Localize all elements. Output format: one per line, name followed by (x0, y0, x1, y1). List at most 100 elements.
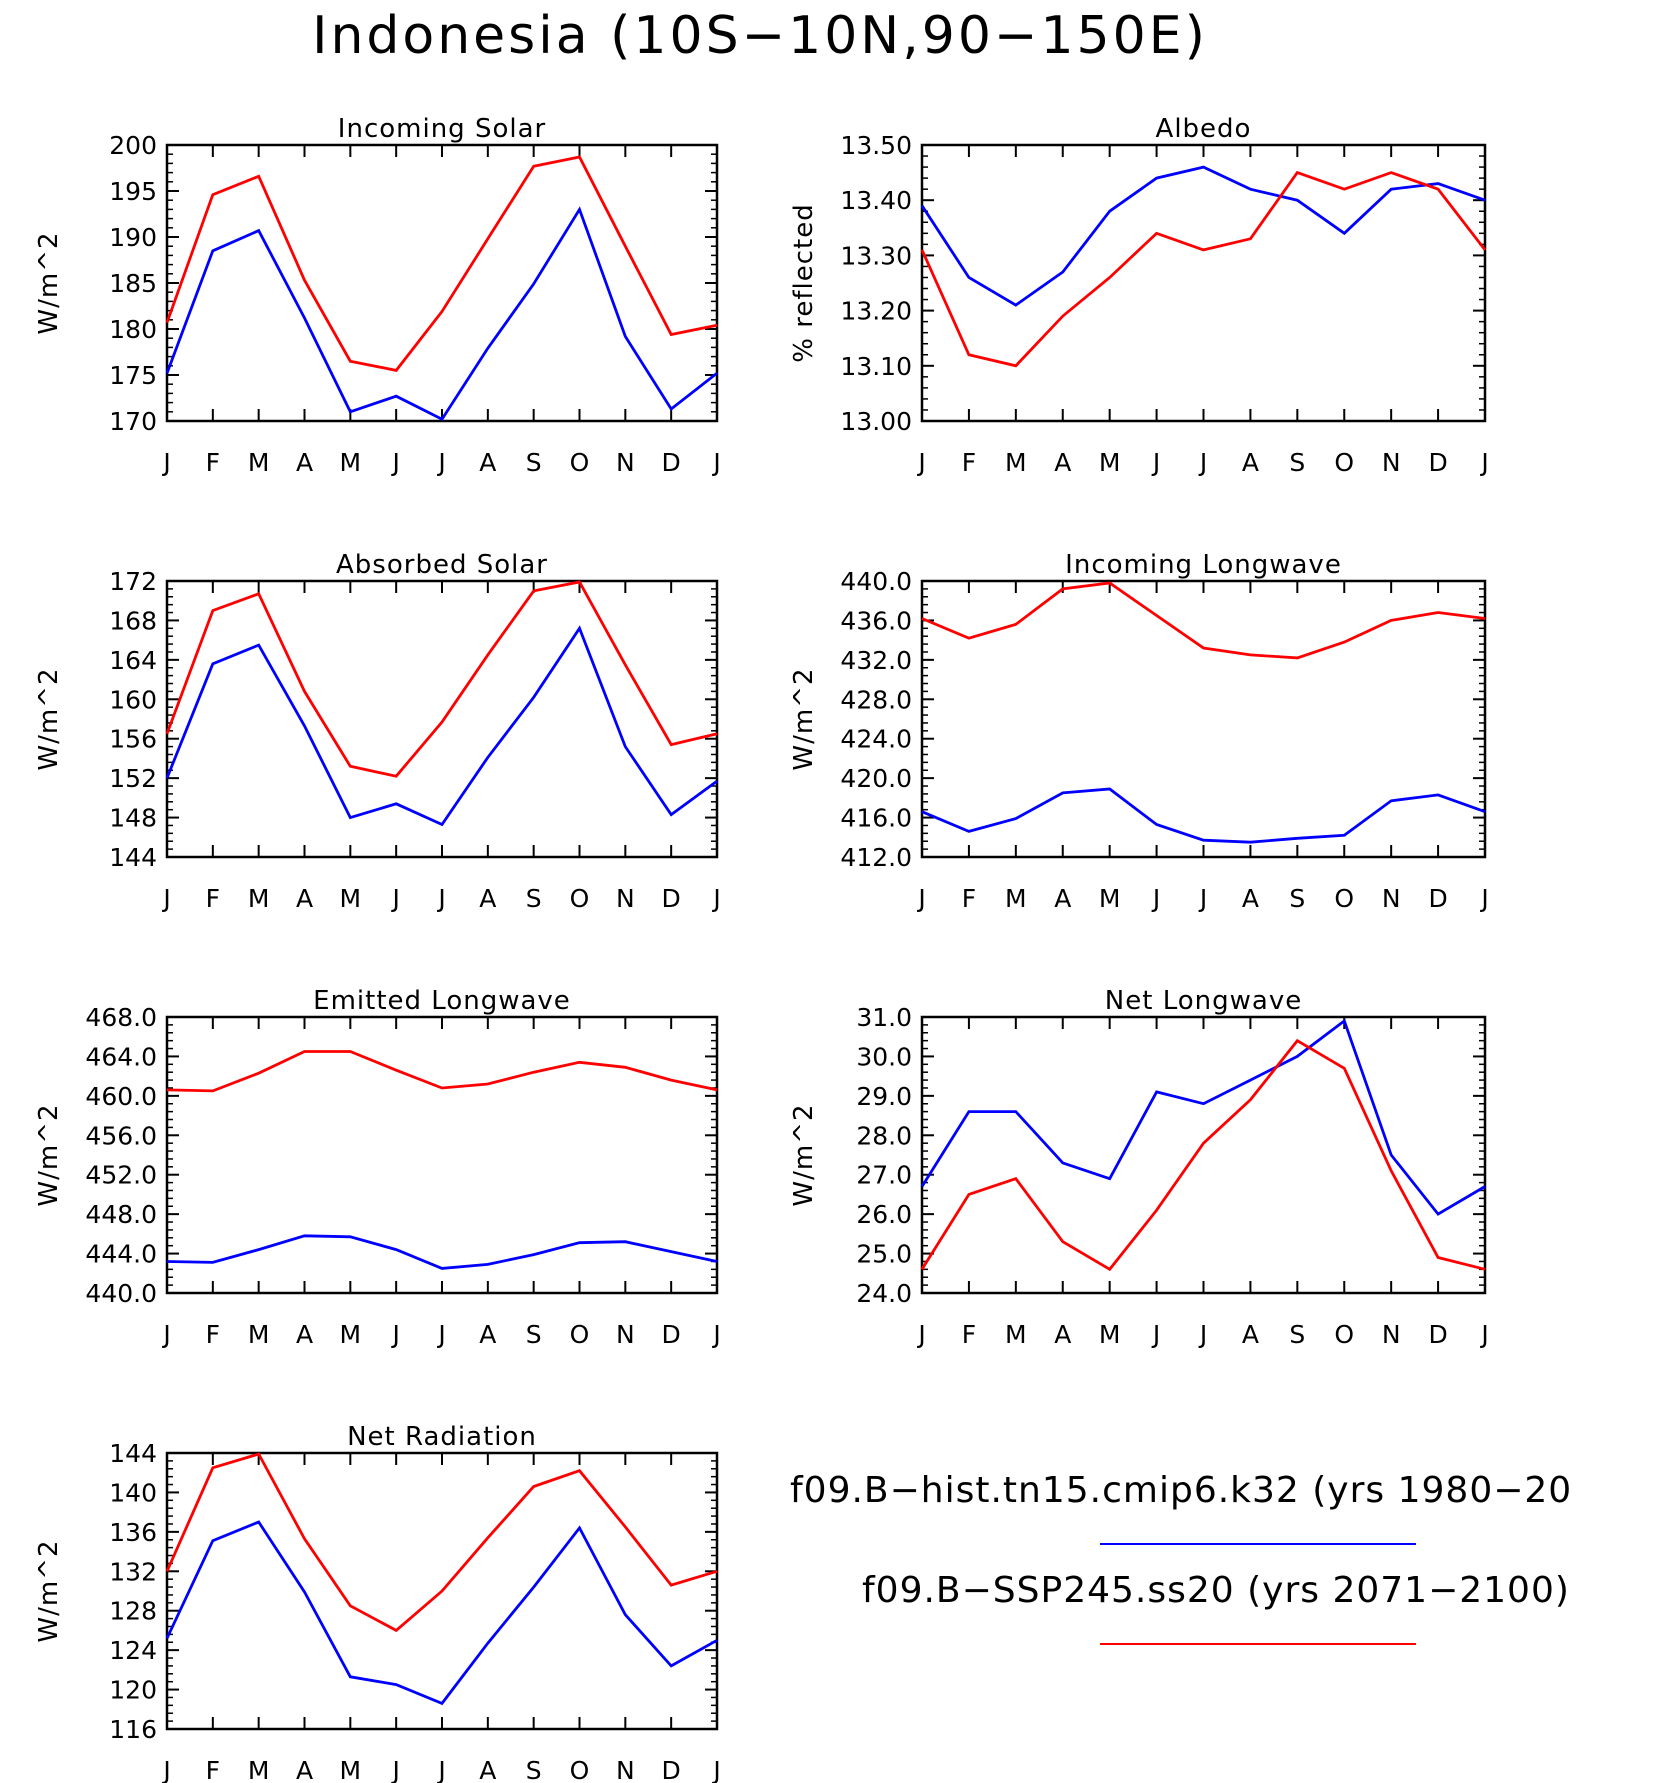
x-tick-label: J (436, 884, 445, 913)
x-tick-label: N (616, 884, 635, 913)
x-tick-label: A (296, 448, 313, 477)
panel-title: Net Radiation (347, 1422, 537, 1452)
panel-title: Incoming Solar (338, 114, 546, 144)
y-tick-label: 416.0 (840, 804, 912, 833)
x-tick-label: A (296, 1320, 313, 1349)
x-tick-label: A (479, 448, 496, 477)
x-tick-label: F (206, 1320, 220, 1349)
x-tick-label: J (436, 448, 445, 477)
y-tick-label: 164 (109, 646, 157, 675)
x-tick-label: J (161, 884, 170, 913)
y-axis-label: W/m^2 (789, 1103, 819, 1206)
x-tick-label: O (1334, 1320, 1354, 1349)
x-tick-label: F (962, 884, 976, 913)
x-tick-label: J (390, 1320, 399, 1349)
x-tick-label: J (711, 1320, 720, 1349)
y-tick-label: 436.0 (840, 606, 912, 635)
y-tick-label: 148 (109, 804, 157, 833)
y-tick-label: 116 (109, 1715, 157, 1744)
y-tick-label: 24.0 (856, 1279, 912, 1308)
x-tick-label: J (1479, 1320, 1488, 1349)
x-tick-label: A (296, 884, 313, 913)
series-line-hist (920, 1018, 1486, 1216)
chart-net-longwave: 24.025.026.027.028.029.030.031.0J F M A M J J A… (789, 986, 1489, 1349)
series-line-hist (920, 165, 1486, 307)
y-tick-label: 440.0 (840, 567, 912, 596)
legend-line-ssp245 (1100, 1643, 1416, 1645)
y-tick-label: 13.10 (840, 352, 912, 381)
y-tick-label: 175 (109, 361, 157, 390)
y-tick-label: 190 (109, 223, 157, 252)
x-tick-label: A (1242, 1320, 1259, 1349)
x-tick-label: O (570, 448, 590, 477)
x-tick-label: M (248, 884, 270, 913)
y-tick-label: 200 (109, 131, 157, 160)
y-tick-label: 440.0 (85, 1279, 157, 1308)
chart-incoming-longwave: 412.0 416.0 420.0 424.0 428.0 432.0 436.0 440.0… (789, 550, 1489, 913)
x-tick-label: O (570, 1320, 590, 1349)
y-tick-label: 144 (109, 1439, 157, 1468)
y-axis-label: W/m^2 (34, 1103, 64, 1206)
x-tick-label: F (206, 448, 220, 477)
x-tick-label: J (161, 1320, 170, 1349)
x-tick-label: J (436, 1320, 445, 1349)
x-tick-label: M (1005, 884, 1027, 913)
x-tick-label: M (248, 1756, 270, 1783)
y-tick-label: 28.0 (856, 1121, 912, 1150)
x-tick-label: F (962, 1320, 976, 1349)
x-tick-label: S (526, 1320, 542, 1349)
plot-frame (165, 143, 719, 423)
x-tick-label: O (1334, 884, 1354, 913)
x-tick-label: A (1054, 884, 1071, 913)
y-tick-label: 428.0 (840, 685, 912, 714)
panel-title: Absorbed Solar (336, 550, 548, 580)
y-tick-label: 444.0 (85, 1240, 157, 1269)
y-axis-label: W/m^2 (34, 1539, 64, 1642)
x-tick-label: J (390, 448, 399, 477)
panel-title: Emitted Longwave (313, 986, 571, 1016)
series-line-ssp245 (166, 1050, 718, 1093)
x-tick-label: J (1198, 448, 1207, 477)
y-tick-label: 172 (109, 567, 157, 596)
x-tick-label: M (1005, 1320, 1027, 1349)
y-tick-label: 26.0 (856, 1200, 912, 1229)
y-tick-label: 31.0 (856, 1003, 912, 1032)
y-tick-label: 448.0 (85, 1200, 157, 1229)
x-tick-label: J (1198, 1320, 1207, 1349)
y-tick-label: 13.00 (840, 407, 912, 436)
y-tick-label: 144 (109, 843, 157, 872)
plot-frame (165, 579, 719, 859)
x-tick-label: D (662, 1320, 681, 1349)
y-tick-label: 168 (109, 606, 157, 635)
y-tick-label: 456.0 (85, 1121, 157, 1150)
y-tick-label: 464.0 (85, 1042, 157, 1071)
x-tick-label: N (616, 448, 635, 477)
y-axis-label: % reflected (789, 203, 819, 362)
y-tick-label: 27.0 (856, 1161, 912, 1190)
y-tick-label: 152 (109, 764, 157, 793)
x-tick-label: J (161, 1756, 170, 1783)
panel-title: Net Longwave (1105, 986, 1302, 1016)
x-tick-label: D (662, 448, 681, 477)
legend-line-hist (1100, 1543, 1416, 1545)
panel-title: Albedo (1156, 114, 1252, 144)
series-line-hist (921, 787, 1486, 844)
x-tick-label: O (570, 1756, 590, 1783)
x-tick-label: F (206, 884, 220, 913)
x-tick-label: S (1289, 884, 1305, 913)
series-line-hist (165, 1520, 718, 1706)
x-tick-label: A (1242, 884, 1259, 913)
series-line-hist (166, 1234, 718, 1270)
x-tick-label: J (161, 448, 170, 477)
x-tick-label: D (1428, 884, 1447, 913)
x-tick-label: A (479, 1756, 496, 1783)
y-tick-label: 170 (109, 407, 157, 436)
x-tick-label: J (916, 884, 925, 913)
legend-label-ssp245: f09.B−SSP245.ss20 (yrs 2071−2100) (862, 1570, 1570, 1611)
x-tick-label: D (1428, 448, 1447, 477)
x-tick-label: S (1289, 448, 1305, 477)
y-tick-label: 160 (109, 685, 157, 714)
